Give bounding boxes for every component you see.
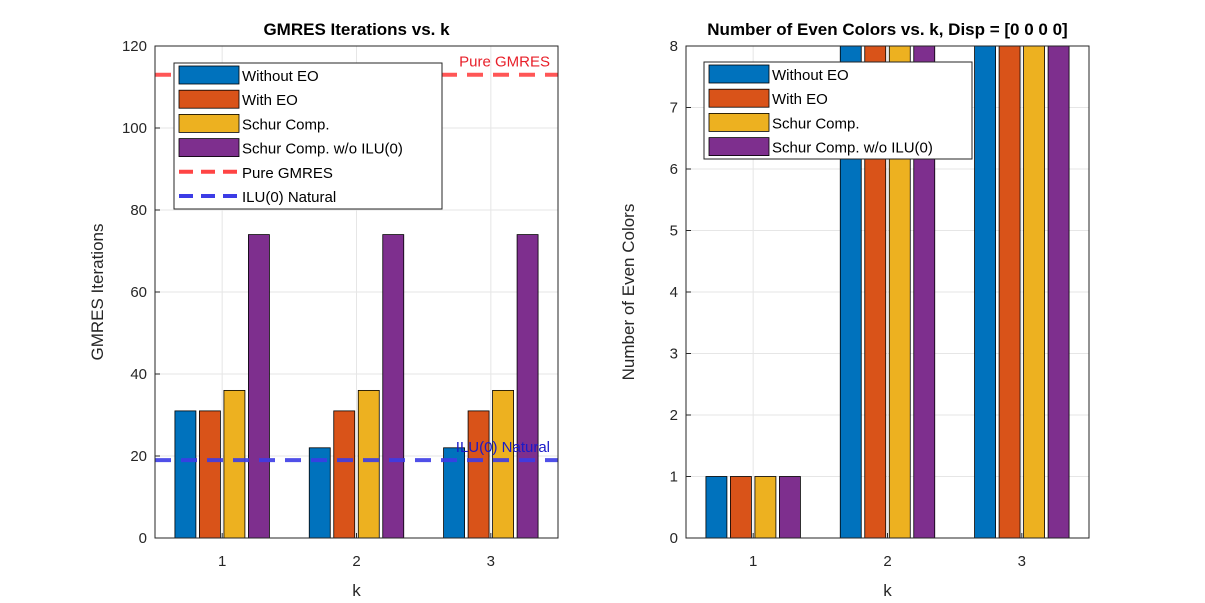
legend-label-without-eo: Without EO (772, 67, 849, 84)
legend-label-with-eo: With EO (242, 92, 298, 109)
chart-title: Number of Even Colors vs. k, Disp = [0 0… (707, 20, 1067, 39)
bar-without-eo (705, 476, 728, 539)
x-tick-label: 3 (487, 553, 495, 570)
y-tick-label: 7 (670, 100, 678, 117)
x-axis-label: k (352, 581, 361, 600)
y-tick-label: 1 (670, 469, 678, 486)
grid-lines (155, 46, 558, 538)
y-tick-label: 120 (122, 38, 147, 55)
legend-label-with-eo: With EO (772, 91, 828, 108)
legend-label-schur-comp: Schur Comp. (242, 116, 330, 133)
x-tick-label: 2 (352, 553, 360, 570)
legend-swatch-without-eo (178, 65, 240, 85)
y-tick-label: 3 (670, 346, 678, 363)
reference-label-ilu-0-natural: ILU(0) Natural (456, 439, 550, 456)
bar-schur-comp (754, 476, 777, 539)
x-axis-label: k (883, 581, 892, 600)
bar-with-eo (998, 45, 1021, 539)
bar-schur-comp-w-o-ilu-0 (516, 234, 539, 539)
legend-label-schur-comp: Schur Comp. (772, 115, 860, 132)
legend-label-pure-gmres: Pure GMRES (242, 165, 333, 182)
bar-schur-comp-w-o-ilu-0 (382, 234, 405, 539)
y-tick-label: 0 (670, 530, 678, 547)
chart-title: GMRES Iterations vs. k (263, 20, 450, 39)
bar-schur-comp (223, 389, 246, 539)
legend-label-ilu-0-natural: ILU(0) Natural (242, 189, 336, 206)
axis-ticks: 0 1 2 3 4 5 6 7 8 1 2 3 (670, 38, 1026, 570)
even-colors-chart: 0 1 2 3 4 5 6 7 8 1 2 3 Number of Even Colors vs. k… (619, 20, 1090, 600)
legend-swatch-with-eo (178, 89, 240, 109)
bar-with-eo (467, 410, 490, 539)
legend-swatch-schur-comp (708, 113, 770, 132)
y-tick-label: 2 (670, 407, 678, 424)
x-tick-label: 3 (1018, 553, 1026, 570)
y-tick-label: 80 (130, 202, 147, 219)
y-axis-label: Number of Even Colors (619, 204, 638, 381)
legend-swatch-schur-comp-w-o-ilu-0 (708, 137, 770, 157)
legend-swatch-with-eo (708, 88, 770, 108)
legend-label-without-eo: Without EO (242, 68, 319, 85)
axis-ticks: 0 20 40 60 80 100 120 1 2 3 (122, 38, 495, 570)
x-tick-label: 1 (218, 553, 226, 570)
bar-with-eo (730, 476, 752, 539)
y-tick-label: 5 (670, 223, 678, 240)
x-tick-label: 2 (883, 553, 891, 570)
legend-label-schur-comp-w-o-ilu-0: Schur Comp. w/o ILU(0) (242, 141, 403, 158)
y-tick-label: 4 (670, 284, 678, 301)
bar-schur-comp (357, 389, 380, 539)
legend-label-schur-comp-w-o-ilu-0: Schur Comp. w/o ILU(0) (772, 140, 933, 157)
legend-box (173, 62, 443, 210)
bar-with-eo (199, 410, 221, 539)
y-tick-label: 6 (670, 161, 678, 178)
y-tick-label: 8 (670, 38, 678, 55)
y-tick-label: 40 (130, 366, 147, 383)
legend-swatch-without-eo (708, 64, 770, 84)
legend-swatch-schur-comp-w-o-ilu-0 (178, 138, 240, 158)
reference-label-pure-gmres: Pure GMRES (459, 54, 550, 71)
y-axis-label: GMRES Iterations (88, 224, 107, 361)
y-tick-label: 20 (130, 448, 147, 465)
y-tick-label: 60 (130, 284, 147, 301)
bar-with-eo (333, 410, 356, 539)
bar-schur-comp (1023, 45, 1045, 539)
bar-schur-comp (492, 389, 514, 539)
y-tick-label: 0 (139, 530, 147, 547)
x-tick-label: 1 (749, 553, 757, 570)
bar-without-eo (974, 45, 996, 539)
y-tick-label: 100 (122, 120, 147, 137)
legend: Without EO With EO Schur Comp. Schur Comp. … (173, 62, 443, 210)
bars (705, 45, 1070, 539)
bar-schur-comp-w-o-ilu-0 (248, 234, 270, 539)
bar-without-eo (174, 410, 197, 539)
bar-schur-comp-w-o-ilu-0 (779, 476, 801, 539)
legend: Without EO With EO Schur Comp. Schur Comp. … (703, 61, 973, 160)
legend-swatch-schur-comp (178, 114, 240, 133)
bar-schur-comp-w-o-ilu-0 (1047, 45, 1070, 539)
